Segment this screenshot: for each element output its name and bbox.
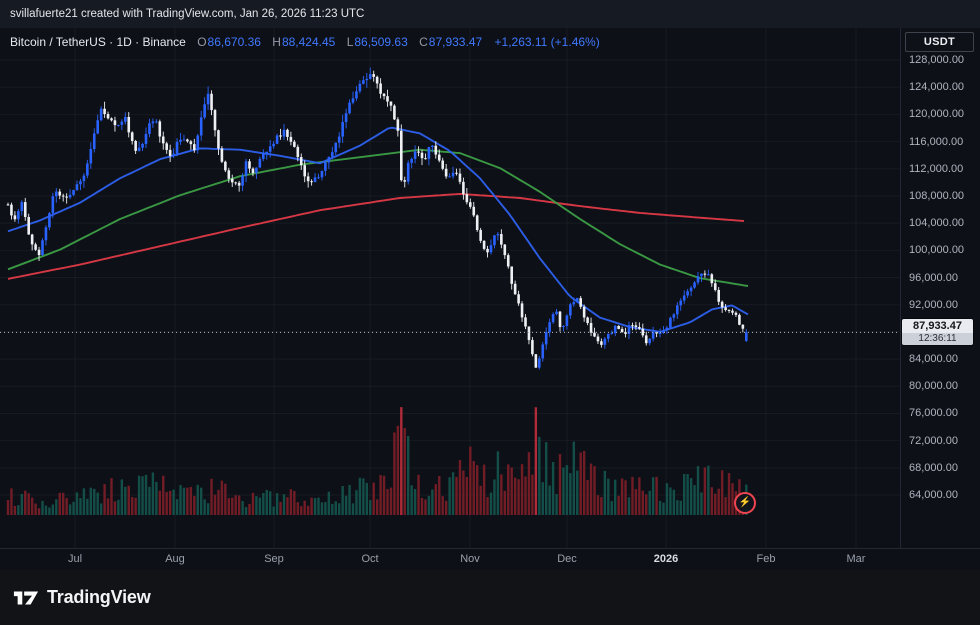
price-tick-label: 108,000.00 (909, 189, 965, 202)
tradingview-logo[interactable]: TradingView (13, 585, 151, 611)
price-tick-label: 116,000.00 (909, 135, 964, 148)
currency-usdt-button[interactable]: USDT (905, 32, 974, 52)
tradingview-brand-text: TradingView (47, 587, 151, 607)
low-label: L (346, 35, 354, 49)
open-value: 86,670.36 (207, 35, 261, 49)
time-axis-label: Dec (557, 553, 577, 565)
symbol-legend: Bitcoin / TetherUS · 1D · Binance O86,67… (10, 35, 600, 49)
time-axis-label: Sep (264, 553, 284, 565)
symbol-title[interactable]: Bitcoin / TetherUS · 1D · Binance (10, 35, 186, 49)
time-axis[interactable]: Jul Aug Sep Oct Nov Dec 2026 Feb Mar (0, 548, 980, 570)
price-tick-label: 96,000.00 (909, 271, 958, 284)
chart-area[interactable]: Bitcoin / TetherUS · 1D · Binance O86,67… (0, 28, 900, 548)
volume-layer (6, 407, 748, 515)
price-axis[interactable]: USDT 128,000.00 124,000.00 120,000.00 116,0… (900, 28, 980, 548)
time-axis-label: 2026 (653, 553, 679, 565)
change-value: +1,263.11 (+1.46%) (494, 35, 600, 49)
ma_slow-line (7, 192, 745, 280)
close-value: 87,933.47 (428, 35, 483, 49)
attribution-bar: svillafuerte21 created with TradingView.… (0, 0, 980, 28)
price-tick-label: 64,000.00 (909, 489, 958, 501)
open-label: O (197, 35, 207, 49)
tradingview-logo-icon (13, 591, 39, 604)
time-axis-label: Oct (361, 553, 379, 565)
time-axis-label: Aug (165, 553, 185, 565)
ma_mid-line (7, 148, 749, 287)
time-axis-label: Jul (67, 553, 83, 565)
candlestick-chart[interactable] (0, 28, 900, 548)
attribution-text: svillafuerte21 created with TradingView.… (10, 8, 365, 20)
price-tick-label: 124,000.00 (909, 81, 965, 94)
time-axis-label: Feb (756, 553, 776, 565)
time-axis-label: Nov (460, 553, 480, 565)
price-tick-label: 120,000.00 (909, 108, 965, 121)
flash-glyph: ⚡ (738, 497, 752, 508)
high-value: 88,424.45 (281, 35, 336, 49)
price-tick-label: 92,000.00 (909, 298, 958, 311)
low-value: 86,509.63 (354, 35, 408, 49)
footer-bar: TradingView (0, 570, 980, 625)
grid-lines (0, 28, 900, 548)
high-label: H (272, 35, 281, 49)
price-tick-label: 100,000.00 (909, 244, 965, 257)
price-tick-label: 72,000.00 (909, 434, 958, 447)
last-price-label: 87,933.47 12:36:11 (902, 319, 973, 346)
flash-icon[interactable]: ⚡ (734, 492, 756, 514)
price-tick-label: 68,000.00 (909, 461, 958, 474)
price-tick-label: 76,000.00 (909, 407, 958, 420)
close-label: C (419, 35, 428, 49)
ma_fast-line (7, 126, 749, 333)
candles-layer (6, 67, 748, 370)
price-tick-label: 84,000.00 (909, 353, 958, 366)
bar-countdown: 12:36:11 (902, 333, 973, 346)
time-axis-label: Mar (846, 553, 866, 565)
price-tick-label: 104,000.00 (909, 217, 965, 230)
last-price-value: 87,933.47 (902, 319, 973, 334)
price-tick-label: 128,000.00 (909, 54, 965, 66)
chart-main: Bitcoin / TetherUS · 1D · Binance O86,67… (0, 28, 980, 548)
price-tick-label: 112,000.00 (909, 162, 964, 175)
price-tick-label: 80,000.00 (909, 380, 958, 393)
